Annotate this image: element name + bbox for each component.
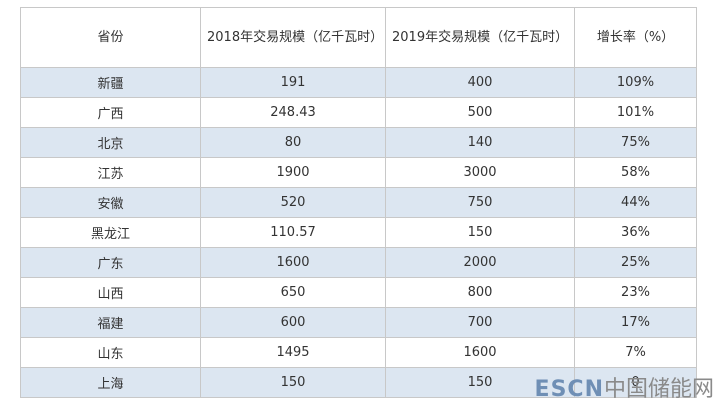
table-cell: 110.57 (200, 217, 386, 248)
table-cell: 150 (385, 367, 575, 398)
table-row: 广东 1600 2000 25% (20, 247, 697, 278)
header-row: 省份 2018年交易规模（亿千瓦时） 2019年交易规模（亿千瓦时） 增长率（%） (20, 7, 697, 68)
table-cell: 36% (574, 217, 697, 248)
watermark: ESCN中国储能网 (535, 371, 714, 403)
table-cell: 650 (200, 277, 386, 308)
table-row: 上海 150 150 0 (20, 367, 697, 398)
table-cell: 2000 (385, 247, 575, 278)
table-row: 山东 1495 1600 7% (20, 337, 697, 368)
table-row: 广西 248.43 500 101% (20, 97, 697, 128)
table-row: 江苏 1900 3000 58% (20, 157, 697, 188)
table-cell: 150 (200, 367, 386, 398)
table-body: 新疆 191 400 109% 广西 248.43 500 101% 北京 80 140 75% 江苏 1… (20, 67, 697, 398)
table-cell: 101% (574, 97, 697, 128)
watermark-brand: ESCN (534, 377, 604, 402)
table-cell: 北京 (20, 127, 201, 158)
table-cell: 700 (385, 307, 575, 338)
table-cell: 150 (385, 217, 575, 248)
table-cell: 7% (574, 337, 697, 368)
header-cell: 增长率（%） (574, 7, 697, 68)
table-cell: 3000 (385, 157, 575, 188)
table-cell: 600 (200, 307, 386, 338)
table-cell: 44% (574, 187, 697, 218)
table-cell: 安徽 (20, 187, 201, 218)
watermark-site: 中国储能网 (603, 377, 714, 402)
header-cell: 省份 (20, 7, 201, 68)
table-cell: 248.43 (200, 97, 386, 128)
table-cell: 17% (574, 307, 697, 338)
table-cell: 400 (385, 67, 575, 98)
table-cell: 191 (200, 67, 386, 98)
table-cell: 109% (574, 67, 697, 98)
table-cell: 23% (574, 277, 697, 308)
table-row: 黑龙江 110.57 150 36% (20, 217, 697, 248)
table-cell: 山西 (20, 277, 201, 308)
table-cell: 800 (385, 277, 575, 308)
table-cell: 80 (200, 127, 386, 158)
data-table: 省份 2018年交易规模（亿千瓦时） 2019年交易规模（亿千瓦时） 增长率（%） 新… (20, 7, 697, 398)
table-cell: 750 (385, 187, 575, 218)
table-cell: 上海 (20, 367, 201, 398)
table-row: 福建 600 700 17% (20, 307, 697, 338)
table-cell: 福建 (20, 307, 201, 338)
table-cell: 140 (385, 127, 575, 158)
table-row: 北京 80 140 75% (20, 127, 697, 158)
table-row: 山西 650 800 23% (20, 277, 697, 308)
table-cell: 江苏 (20, 157, 201, 188)
table-cell: 广东 (20, 247, 201, 278)
table-cell: 山东 (20, 337, 201, 368)
table-cell: 58% (574, 157, 697, 188)
header-cell: 2019年交易规模（亿千瓦时） (385, 7, 575, 68)
table-cell: 1495 (200, 337, 386, 368)
table-cell: 新疆 (20, 67, 201, 98)
table-cell: 25% (574, 247, 697, 278)
table-cell: 广西 (20, 97, 201, 128)
table-cell: 1600 (200, 247, 386, 278)
table-cell: 520 (200, 187, 386, 218)
table-cell: 500 (385, 97, 575, 128)
header-cell: 2018年交易规模（亿千瓦时） (200, 7, 386, 68)
table-cell: 1900 (200, 157, 386, 188)
table-cell: 0 (574, 367, 697, 398)
table-cell: 75% (574, 127, 697, 158)
table-row: 新疆 191 400 109% (20, 67, 697, 98)
table-row: 安徽 520 750 44% (20, 187, 697, 218)
table-cell: 1600 (385, 337, 575, 368)
table-cell: 黑龙江 (20, 217, 201, 248)
